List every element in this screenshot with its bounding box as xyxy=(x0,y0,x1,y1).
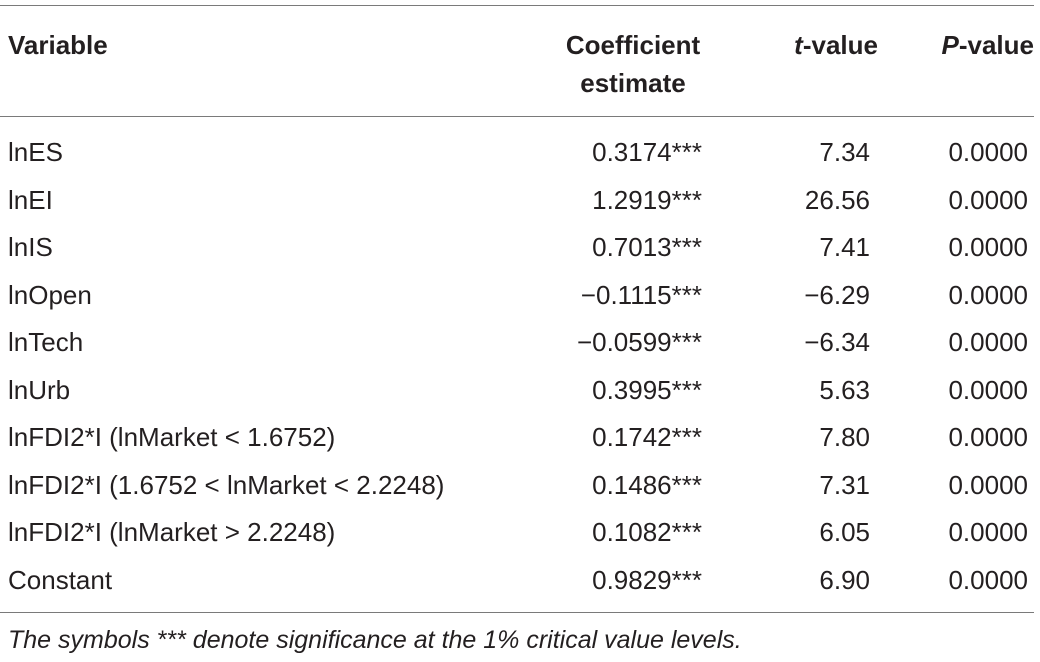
cell-t-value: 7.80 xyxy=(819,422,870,452)
header-t-value: t-value xyxy=(748,26,878,64)
cell-p-value: 0.0000 xyxy=(948,137,1028,167)
header-variable: Variable xyxy=(8,30,108,60)
cell-coefficient: 0.1742*** xyxy=(592,422,702,452)
table-row: lnFDI2*I (1.6752 < lnMarket < 2.2248) 0.… xyxy=(0,462,1040,510)
cell-t-value: 7.31 xyxy=(819,469,870,500)
cell-p-value: 0.0000 xyxy=(948,279,1028,310)
cell-p-value: 0.0000 xyxy=(948,517,1028,547)
cell-coefficient: 0.3174*** xyxy=(592,137,702,167)
header-coefficient-estimate: Coefficient estimate xyxy=(548,26,718,102)
table-row: lnOpen −0.1115*** −6.29 0.0000 xyxy=(0,272,1040,320)
table-row: lnES 0.3174*** 7.34 0.0000 xyxy=(0,129,1040,177)
header-t-italic: t xyxy=(794,30,803,60)
cell-variable: lnFDI2*I (lnMarket < 1.6752) xyxy=(8,422,336,452)
cell-t-value: 5.63 xyxy=(819,374,870,405)
cell-t-value: −6.34 xyxy=(804,327,870,357)
table-bottom-rule xyxy=(0,612,1034,613)
table-row: lnIS 0.7013*** 7.41 0.0000 xyxy=(0,224,1040,272)
table-row: lnTech −0.0599*** −6.34 0.0000 xyxy=(0,319,1040,367)
cell-t-value: 7.41 xyxy=(819,232,870,262)
header-coefficient-line2: estimate xyxy=(580,68,686,98)
cell-coefficient: −0.1115*** xyxy=(580,279,702,310)
cell-coefficient: 0.1082*** xyxy=(592,517,702,547)
cell-variable: lnFDI2*I (lnMarket > 2.2248) xyxy=(8,517,336,547)
table-top-rule xyxy=(0,5,1034,6)
header-coefficient-line1: Coefficient xyxy=(565,30,701,60)
cell-p-value: 0.0000 xyxy=(948,564,1028,595)
table-body: lnES 0.3174*** 7.34 0.0000 lnEI 1.2919**… xyxy=(0,129,1040,604)
cell-t-value: −6.29 xyxy=(804,279,870,310)
table-row: lnEI 1.2919*** 26.56 0.0000 xyxy=(0,177,1040,225)
table-header-rule xyxy=(0,116,1034,117)
cell-coefficient: 0.1486*** xyxy=(592,469,702,500)
cell-p-value: 0.0000 xyxy=(948,232,1028,262)
cell-p-value: 0.0000 xyxy=(948,327,1028,357)
table-header: Variable Coefficient estimate t-value P-… xyxy=(0,26,1040,106)
cell-p-value: 0.0000 xyxy=(948,374,1028,405)
cell-coefficient: −0.0599*** xyxy=(576,327,702,357)
cell-p-value: 0.0000 xyxy=(948,469,1028,500)
header-p-italic: P xyxy=(941,30,959,60)
header-p-rest: -value xyxy=(958,30,1034,60)
cell-coefficient: 0.9829*** xyxy=(592,564,702,595)
header-t-rest: -value xyxy=(802,30,878,60)
cell-t-value: 7.34 xyxy=(819,137,870,167)
cell-coefficient: 1.2919*** xyxy=(592,184,702,215)
cell-coefficient: 0.3995*** xyxy=(592,374,702,405)
cell-variable: lnFDI2*I (1.6752 < lnMarket < 2.2248) xyxy=(8,469,445,500)
cell-variable: lnTech xyxy=(8,327,84,357)
cell-variable: lnEI xyxy=(8,184,53,215)
table-row: lnFDI2*I (lnMarket < 1.6752) 0.1742*** 7… xyxy=(0,414,1040,462)
cell-variable: lnIS xyxy=(8,232,53,262)
cell-variable: lnUrb xyxy=(8,374,71,405)
table-row: lnFDI2*I (lnMarket > 2.2248) 0.1082*** 6… xyxy=(0,509,1040,557)
cell-variable: Constant xyxy=(8,564,113,595)
cell-p-value: 0.0000 xyxy=(948,422,1028,452)
table-row: Constant 0.9829*** 6.90 0.0000 xyxy=(0,557,1040,605)
cell-t-value: 6.90 xyxy=(819,564,870,595)
cell-p-value: 0.0000 xyxy=(948,184,1028,215)
header-p-value: P-value xyxy=(900,26,1035,64)
cell-t-value: 6.05 xyxy=(819,517,870,547)
cell-coefficient: 0.7013*** xyxy=(592,232,702,262)
cell-variable: lnOpen xyxy=(8,279,92,310)
table-row: lnUrb 0.3995*** 5.63 0.0000 xyxy=(0,367,1040,415)
table-footnote: The symbols *** denote significance at t… xyxy=(8,626,742,654)
cell-t-value: 26.56 xyxy=(804,184,870,215)
cell-variable: lnES xyxy=(8,137,63,167)
